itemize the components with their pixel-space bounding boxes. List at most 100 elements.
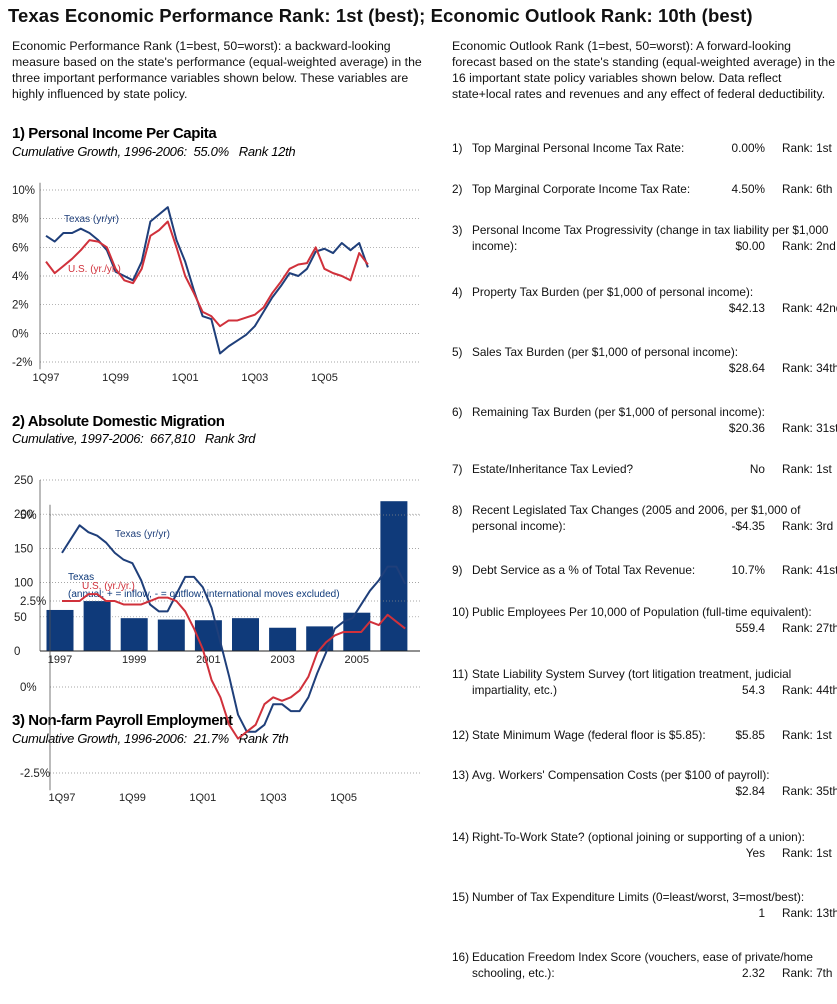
item-label: Property Tax Burden (per $1,000 of perso… <box>472 285 754 299</box>
item-label: Avg. Workers' Compensation Costs (per $1… <box>472 768 770 782</box>
item-label: Personal Income Tax Progressivity (chang… <box>472 223 829 253</box>
series-line <box>45 220 369 328</box>
item-value: $0.00 <box>735 239 765 253</box>
outlook-item: 16) Education Freedom Index Score (vouche… <box>452 949 837 989</box>
item-rank: Rank: 42nd <box>782 301 837 315</box>
series-label: Texas (yr/yr) <box>64 214 119 225</box>
item-label: Estate/Inheritance Tax Levied? <box>472 462 634 476</box>
item-label: Sales Tax Burden (per $1,000 of personal… <box>472 345 739 359</box>
x-tick-label: 1Q99 <box>119 792 146 804</box>
x-tick-label: 1Q97 <box>33 372 60 384</box>
x-tick-label: 1Q05 <box>330 792 357 804</box>
outlook-item: 14) Right-To-Work State? (optional joinin… <box>452 829 837 869</box>
item-label: State Minimum Wage (federal floor is $5.… <box>472 728 706 742</box>
outlook-item: 8) Recent Legislated Tax Changes (2005 an… <box>452 502 837 542</box>
series-label: U.S. (yr./yr.) <box>68 264 121 275</box>
item-rank: Rank: 2nd <box>782 239 836 253</box>
item-rank: Rank: 1st <box>782 141 832 155</box>
chart-title: 3) Non-farm Payroll Employment <box>12 712 233 729</box>
item-value: -$4.35 <box>731 519 765 533</box>
y-tick-label: 0 <box>14 646 20 658</box>
bar <box>83 601 111 651</box>
item-value: 2.32 <box>742 966 765 980</box>
outlook-item: 15) Number of Tax Expenditure Limits (0=l… <box>452 889 837 929</box>
page-title: Texas Economic Performance Rank: 1st (be… <box>8 5 753 26</box>
item-value: $42.13 <box>728 301 765 315</box>
item-number: 15) <box>452 890 470 904</box>
performance-intro: Economic Performance Rank (1=best, 50=wo… <box>12 39 422 101</box>
chart-subtitle: Cumulative Growth, 1996-2006: 55.0% Rank… <box>12 144 295 159</box>
series-label: Texas <box>68 572 94 583</box>
chart-title: 1) Personal Income Per Capita <box>12 125 217 142</box>
item-label: Top Marginal Personal Income Tax Rate: <box>472 141 685 155</box>
bar <box>157 619 185 651</box>
item-number: 14) <box>452 830 470 844</box>
outlook-item: 11) State Liability System Survey (tort l… <box>452 666 837 706</box>
chart-subtitle: Cumulative Growth, 1996-2006: 21.7% Rank… <box>12 731 288 746</box>
item-label: Debt Service as a % of Total Tax Revenue… <box>472 563 696 577</box>
item-label: Education Freedom Index Score (vouchers,… <box>472 950 813 980</box>
y-tick-label: 4% <box>12 271 29 283</box>
outlook-item: 4) Property Tax Burden (per $1,000 of per… <box>452 284 837 324</box>
item-rank: Rank: 13th <box>782 906 837 920</box>
bar <box>269 627 297 651</box>
x-tick-label: 2001 <box>196 654 220 666</box>
outlook-item: 6) Remaining Tax Burden (per $1,000 of pe… <box>452 404 837 444</box>
item-value: $28.64 <box>728 361 765 375</box>
item-value: 10.7% <box>731 563 765 577</box>
series-label: U.S. (yr./yr.) <box>82 581 135 592</box>
x-tick-label: 1Q03 <box>260 792 287 804</box>
y-tick-label: 150 <box>14 543 33 555</box>
item-label: Number of Tax Expenditure Limits (0=leas… <box>472 890 805 904</box>
item-number: 11) <box>452 667 469 681</box>
x-tick-label: 2005 <box>345 654 369 666</box>
outlook-item: 10) Public Employees Per 10,000 of Popula… <box>452 604 837 644</box>
annotation: (annual; + = inflow, - = outflow; intern… <box>68 589 340 600</box>
item-label: Top Marginal Corporate Income Tax Rate: <box>472 182 691 196</box>
y-tick-label: 0% <box>20 682 37 694</box>
item-label: State Liability System Survey (tort liti… <box>472 667 792 697</box>
outlook-item: 7) Estate/Inheritance Tax Levied? No Rank: … <box>452 461 837 501</box>
item-rank: Rank: 44th <box>782 683 837 697</box>
item-rank: Rank: 7th <box>782 966 833 980</box>
item-number: 4) <box>452 285 463 299</box>
bar <box>380 501 408 651</box>
item-number: 6) <box>452 405 463 419</box>
item-rank: Rank: 1st <box>782 846 832 860</box>
item-label: Right-To-Work State? (optional joining o… <box>472 830 805 844</box>
chart-title: 2) Absolute Domestic Migration <box>12 413 225 430</box>
x-tick-label: 1Q97 <box>49 792 76 804</box>
item-value: 54.3 <box>742 683 765 697</box>
outlook-item: 12) State Minimum Wage (federal floor is … <box>452 727 837 767</box>
item-rank: Rank: 27th <box>782 621 837 635</box>
item-rank: Rank: 1st <box>782 728 832 742</box>
item-number: 5) <box>452 345 463 359</box>
y-tick-label: 250 <box>14 475 33 487</box>
x-tick-label: 1999 <box>122 654 146 666</box>
item-rank: Rank: 6th <box>782 182 833 196</box>
outlook-item: 1) Top Marginal Personal Income Tax Rate:… <box>452 140 837 180</box>
item-rank: Rank: 1st <box>782 462 832 476</box>
outlook-item: 2) Top Marginal Corporate Income Tax Rate… <box>452 181 837 221</box>
item-number: 9) <box>452 563 463 577</box>
y-tick-label: 8% <box>12 214 29 226</box>
series-label: Texas (yr/yr) <box>115 529 170 540</box>
item-value: $2.84 <box>735 784 765 798</box>
y-tick-label: 6% <box>12 242 29 254</box>
series-line <box>61 524 407 733</box>
y-tick-label: 0% <box>12 328 29 340</box>
x-tick-label: 1Q05 <box>311 372 338 384</box>
item-number: 8) <box>452 503 463 517</box>
series-line <box>62 593 406 740</box>
item-value: Yes <box>745 846 765 860</box>
chart-subtitle: Cumulative, 1997-2006: 667,810 Rank 3rd <box>12 431 256 446</box>
item-rank: Rank: 34th <box>782 361 837 375</box>
item-label: Remaining Tax Burden (per $1,000 of pers… <box>472 405 765 419</box>
y-tick-label: 5% <box>20 510 37 522</box>
bar <box>232 618 259 651</box>
item-value: 0.00% <box>731 141 765 155</box>
x-tick-label: 1Q01 <box>172 372 199 384</box>
item-rank: Rank: 41st <box>782 563 837 577</box>
x-tick-label: 2003 <box>270 654 294 666</box>
